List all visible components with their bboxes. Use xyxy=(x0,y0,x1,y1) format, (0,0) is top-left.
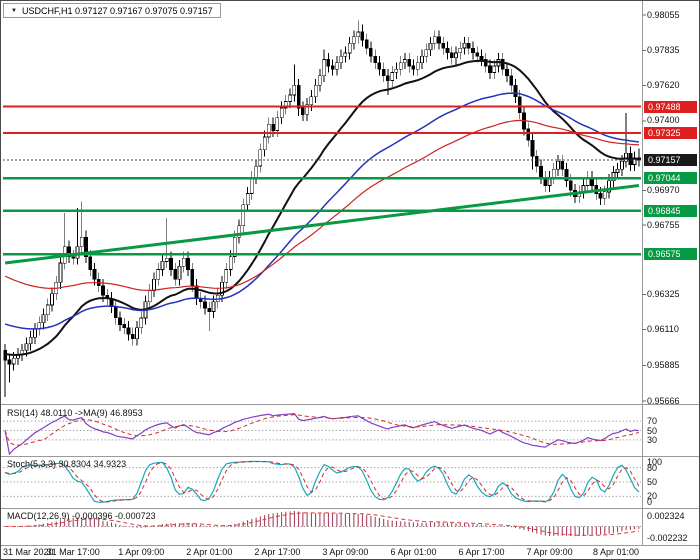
support-trendline[interactable] xyxy=(4,184,640,265)
support-price-box: 0.96845 xyxy=(644,204,697,217)
stoch-scale-label: 80 xyxy=(647,462,658,473)
panel-separators xyxy=(1,1,699,546)
price-tick-label: 0.97835 xyxy=(647,45,680,56)
stoch-scale-label: 0 xyxy=(647,497,653,507)
date-label: 1 Apr 09:00 xyxy=(118,547,165,557)
symbol-ohlc-title: USDCHF,H1 0.97127 0.97167 0.97075 0.9715… xyxy=(21,5,213,16)
stoch-scale-label: 100 xyxy=(647,457,663,467)
resistance-price-box: 0.97488 xyxy=(644,100,697,113)
price-tick-label: 0.95885 xyxy=(647,360,680,371)
rsi-ma-line xyxy=(4,414,640,446)
candles xyxy=(3,20,641,398)
price-tick-label: 0.97620 xyxy=(647,79,680,90)
date-label: 31 Mar 2020 xyxy=(3,547,54,557)
date-label: 8 Apr 01:00 xyxy=(593,547,640,557)
macd-scale-label-top: 0.002324 xyxy=(647,511,685,521)
ma-fast-black-line[interactable] xyxy=(4,59,639,356)
macd-indicator-label: MACD(12,26,9) -0.000396 -0.000723 xyxy=(7,511,156,521)
ma-slow-red-line[interactable] xyxy=(4,119,639,291)
macd-histogram xyxy=(8,511,640,537)
stoch-scale-label: 50 xyxy=(647,477,658,487)
support-price-box: 0.96575 xyxy=(644,248,697,261)
date-label: 2 Apr 17:00 xyxy=(254,547,301,557)
stoch-k-line xyxy=(4,460,640,503)
price-tick-label: 0.97400 xyxy=(647,115,680,126)
date-label: 6 Apr 17:00 xyxy=(458,547,505,557)
rsi-indicator-label: RSI(14) 48.0110 ->MA(9) 46.8953 xyxy=(7,408,143,418)
rsi-scale-label: 30 xyxy=(647,434,658,445)
date-label: 2 Apr 01:00 xyxy=(186,547,233,557)
macd-scale-label-bottom: -0.002232 xyxy=(647,533,688,543)
date-label: 31 Mar 17:00 xyxy=(46,547,100,557)
price-tick-label: 0.96110 xyxy=(647,323,679,334)
resistance-price-box: 0.97325 xyxy=(644,126,697,139)
rsi-line xyxy=(4,412,639,456)
date-axis[interactable]: 31 Mar 2020 31 Mar 17:00 1 Apr 09:00 2 Apr … xyxy=(1,547,699,559)
rsi-scale-label: 50 xyxy=(647,425,658,436)
date-label: 3 Apr 09:00 xyxy=(322,547,369,557)
support-price-box: 0.97044 xyxy=(644,172,697,185)
price-tick-label: 0.98055 xyxy=(647,9,680,20)
stoch-scale-label: 20 xyxy=(647,491,658,502)
stochastic-indicator-label: Stoch(5,3,3) 30.8304 34.9323 xyxy=(7,459,127,469)
current-price-price-box: 0.97157 xyxy=(644,154,697,167)
price-tick-label: 0.95666 xyxy=(647,395,680,406)
symbol-title-box[interactable]: ▼ USDCHF,H1 0.97127 0.97167 0.97075 0.97… xyxy=(3,3,221,18)
price-tick-label: 0.96755 xyxy=(647,219,680,230)
level-lines xyxy=(3,105,641,256)
price-tick-label: 0.96325 xyxy=(647,289,680,300)
symbol-dropdown-icon[interactable]: ▼ xyxy=(11,7,17,14)
date-label: 7 Apr 09:00 xyxy=(526,547,573,557)
macd-signal-line xyxy=(5,512,639,536)
rsi-scale-label: 70 xyxy=(647,416,658,427)
date-label: 6 Apr 01:00 xyxy=(390,547,437,557)
price-tick-label: 0.96970 xyxy=(647,184,680,195)
price-scale[interactable]: 0.98055 0.97835 0.97620 0.97400 0.96970 0.967… xyxy=(643,1,699,546)
ma-mid-blue-line[interactable] xyxy=(4,92,640,330)
